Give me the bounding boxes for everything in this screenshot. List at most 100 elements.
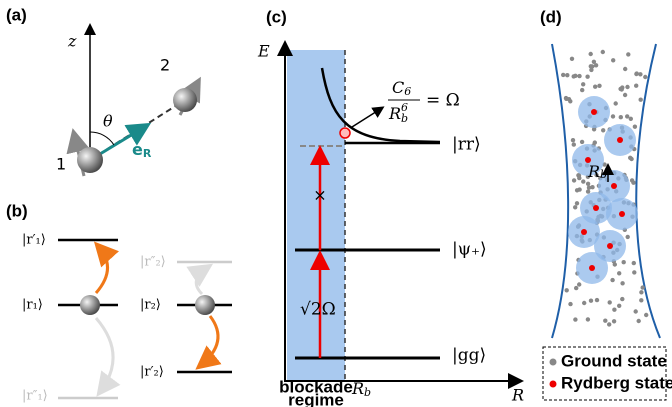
ground-atom xyxy=(632,270,636,274)
level-label: |r₂⟩ xyxy=(140,298,161,313)
ground-atom xyxy=(581,179,585,183)
atom xyxy=(77,147,103,173)
ground-atom xyxy=(610,278,614,282)
ground-atom xyxy=(625,114,629,118)
ground-atom xyxy=(572,142,576,146)
ground-atom xyxy=(623,67,627,71)
ground-atom xyxy=(644,313,648,317)
level-label: |r′₂⟩ xyxy=(140,365,164,380)
blockade-region xyxy=(287,50,345,380)
ground-atom xyxy=(586,182,590,186)
ground-atom xyxy=(638,72,642,76)
state-label: |rr⟩ xyxy=(452,135,481,155)
ground-atom xyxy=(617,304,621,308)
ground-atom xyxy=(639,290,643,294)
ground-atom xyxy=(612,319,616,323)
transition xyxy=(96,246,108,293)
ground-atom xyxy=(582,301,586,305)
ground-atom xyxy=(574,286,578,290)
ground-atom xyxy=(625,85,629,89)
ground-atom xyxy=(572,178,576,182)
axis-label: E xyxy=(257,42,270,61)
state-label: |gg⟩ xyxy=(452,346,486,366)
ground-atom xyxy=(590,185,594,189)
ground-atom xyxy=(629,117,633,121)
ground-atom xyxy=(592,60,596,64)
beam-edge xyxy=(552,44,568,338)
atom xyxy=(80,295,100,315)
angle-arc xyxy=(90,132,114,145)
blocked-mark: × xyxy=(313,186,326,205)
ground-atom xyxy=(565,73,569,77)
ground-atom xyxy=(612,308,616,312)
level-label: |r″₁⟩ xyxy=(22,389,48,404)
ground-atom xyxy=(601,128,605,132)
ground-atom xyxy=(608,300,612,304)
ground-atom xyxy=(595,298,599,302)
ground-atom xyxy=(620,281,624,285)
ground-atom xyxy=(580,140,584,144)
panel-label: (d) xyxy=(540,7,562,26)
ground-atom xyxy=(577,74,581,78)
figure: (a) z eR θ 1 2 (b) |r′₁⟩ |r₁⟩ |r″₁⟩ |r″₂… xyxy=(0,0,672,407)
ground-atom xyxy=(614,101,618,105)
beam-edge xyxy=(636,44,660,338)
ground-atom xyxy=(626,235,630,239)
ground-atom xyxy=(570,57,574,61)
ground-atom xyxy=(593,85,597,89)
ground-atom xyxy=(568,302,572,306)
ground-atom xyxy=(611,58,615,62)
rydberg-atom xyxy=(611,183,617,189)
legend-marker xyxy=(550,359,557,366)
ground-atom xyxy=(634,84,638,88)
ground-atom xyxy=(637,319,641,323)
ground-atom xyxy=(603,319,607,323)
panel-d: (d) Rb Ground state Rydberg state xyxy=(540,7,672,400)
ground-atom xyxy=(626,52,630,56)
axis-label: z xyxy=(67,32,77,51)
level-label: |r′₁⟩ xyxy=(22,233,46,248)
panel-label: (b) xyxy=(6,201,28,220)
ground-atom xyxy=(633,125,637,129)
ground-atom xyxy=(611,114,615,118)
ground-atom xyxy=(641,285,645,289)
axis-label: R xyxy=(511,386,524,405)
panel-label: (a) xyxy=(6,5,27,24)
rydberg-atom xyxy=(617,137,623,143)
ground-atom xyxy=(597,84,601,88)
ground-atom xyxy=(617,271,621,275)
ground-atom xyxy=(607,322,611,326)
ground-atom xyxy=(622,260,626,264)
level-label: |r″₂⟩ xyxy=(140,255,166,270)
rydberg-atom xyxy=(589,265,595,271)
ground-atom xyxy=(586,317,590,321)
ground-atom xyxy=(618,87,622,91)
ground-atom xyxy=(572,74,576,78)
ground-atom xyxy=(589,52,593,56)
ground-atom xyxy=(561,73,565,77)
ground-atom xyxy=(632,261,636,265)
panel-label: (c) xyxy=(266,7,287,26)
ground-atom xyxy=(619,115,623,119)
ground-atom xyxy=(631,181,635,185)
vector-label: eR xyxy=(132,140,152,161)
transition xyxy=(96,318,113,392)
rydberg-atom xyxy=(619,211,625,217)
panel-b: (b) |r′₁⟩ |r₁⟩ |r″₁⟩ |r″₂⟩ |r₂⟩ |r′₂⟩ xyxy=(6,201,232,403)
angle-label: θ xyxy=(103,112,113,131)
ground-atom xyxy=(620,297,624,301)
ground-atom xyxy=(580,88,584,92)
ground-atom xyxy=(601,50,605,54)
ground-atom xyxy=(575,201,579,205)
transition xyxy=(196,267,208,294)
atoms xyxy=(561,50,648,327)
rydberg-atom xyxy=(591,109,597,115)
ground-atom xyxy=(635,71,639,75)
ground-atom xyxy=(573,205,577,209)
rydberg-atom xyxy=(607,243,613,249)
atom xyxy=(173,88,197,112)
legend-label: Rydberg state xyxy=(561,373,672,392)
rydberg-atom xyxy=(581,229,587,235)
coupling-label: √2Ω xyxy=(300,300,336,320)
ground-atom xyxy=(639,98,643,102)
